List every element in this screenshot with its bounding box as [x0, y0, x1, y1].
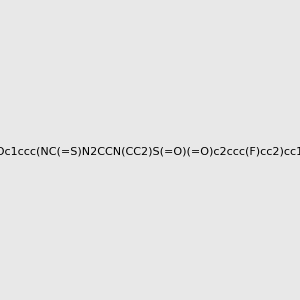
Text: COc1ccc(NC(=S)N2CCN(CC2)S(=O)(=O)c2ccc(F)cc2)cc1OC: COc1ccc(NC(=S)N2CCN(CC2)S(=O)(=O)c2ccc(F… [0, 146, 300, 157]
